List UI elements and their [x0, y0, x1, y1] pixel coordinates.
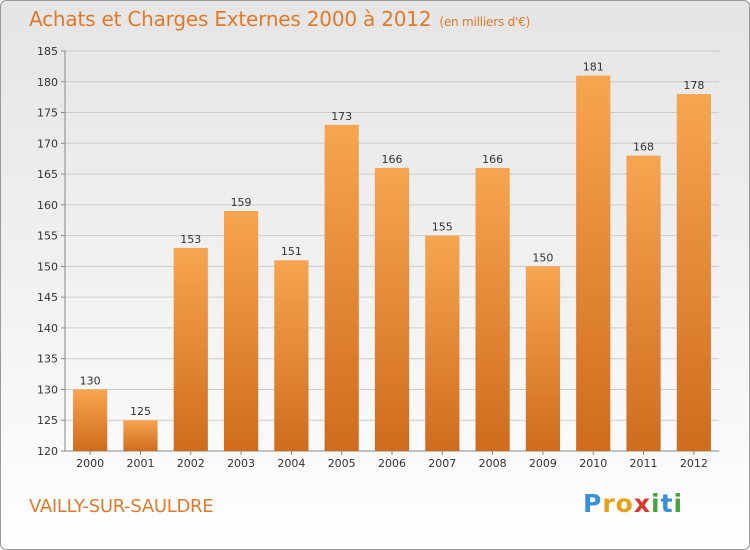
data-label: 125: [130, 405, 151, 418]
data-label: 173: [331, 110, 352, 123]
data-label: 130: [80, 374, 101, 387]
bar: [73, 389, 108, 451]
x-tick-label: 2010: [579, 457, 607, 470]
x-tick-label: 2012: [680, 457, 708, 470]
bar: [123, 420, 158, 451]
x-tick-label: 2000: [76, 457, 104, 470]
logo-letter: t: [660, 489, 674, 518]
x-tick-label: 2001: [126, 457, 154, 470]
logo-letter: o: [615, 489, 634, 518]
data-label: 166: [382, 153, 403, 166]
y-tick-label: 155: [37, 230, 58, 243]
unit-label: (en milliers d'€): [439, 15, 531, 29]
bar: [525, 266, 561, 451]
x-tick-label: 2011: [630, 457, 658, 470]
bar: [374, 167, 410, 451]
data-label: 150: [532, 251, 553, 264]
data-label: 153: [180, 233, 201, 246]
data-label: 166: [482, 153, 503, 166]
bar: [223, 211, 259, 451]
title-text: Achats et Charges Externes 2000 à 2012: [29, 7, 432, 31]
x-tick-label: 2008: [479, 457, 507, 470]
data-label: 181: [583, 61, 604, 74]
bar: [425, 235, 460, 451]
bar: [676, 94, 711, 452]
logo-letter: x: [633, 489, 651, 518]
y-tick-label: 120: [37, 445, 58, 458]
x-tick-label: 2003: [227, 457, 255, 470]
bar: [626, 155, 661, 451]
bar: [324, 124, 359, 451]
x-tick-label: 2004: [277, 457, 305, 470]
x-tick-label: 2009: [529, 457, 557, 470]
y-tick-label: 150: [37, 260, 58, 273]
y-tick-label: 165: [37, 168, 58, 181]
x-tick-label: 2007: [428, 457, 456, 470]
bar: [173, 247, 208, 451]
data-label: 168: [633, 141, 654, 154]
y-tick-label: 170: [37, 137, 58, 150]
logo-letter: i: [673, 489, 684, 518]
y-tick-label: 140: [37, 322, 58, 335]
bar: [475, 167, 510, 451]
data-label: 178: [683, 79, 704, 92]
y-tick-label: 145: [37, 291, 58, 304]
y-tick-label: 125: [37, 414, 58, 427]
x-tick-label: 2005: [328, 457, 356, 470]
x-tick-label: 2006: [378, 457, 406, 470]
logo-letter: P: [583, 489, 603, 518]
bar: [274, 260, 309, 451]
data-label: 159: [231, 196, 252, 209]
chart-title: Achats et Charges Externes 2000 à 2012 (e…: [29, 7, 530, 31]
data-label: 155: [432, 221, 453, 234]
data-label: 151: [281, 245, 302, 258]
bar: [576, 75, 611, 451]
y-tick-label: 135: [37, 353, 58, 366]
y-tick-label: 180: [37, 76, 58, 89]
city-name: VAILLY-SUR-SAULDRE: [29, 496, 214, 517]
logo-letter: r: [602, 489, 616, 518]
logo-letter: i: [651, 489, 661, 518]
y-tick-label: 130: [37, 383, 58, 396]
x-tick-label: 2002: [177, 457, 205, 470]
y-tick-label: 185: [37, 45, 58, 58]
proxiti-logo: Proxiti: [583, 489, 683, 518]
y-tick-label: 160: [37, 199, 58, 212]
y-tick-label: 175: [37, 107, 58, 120]
